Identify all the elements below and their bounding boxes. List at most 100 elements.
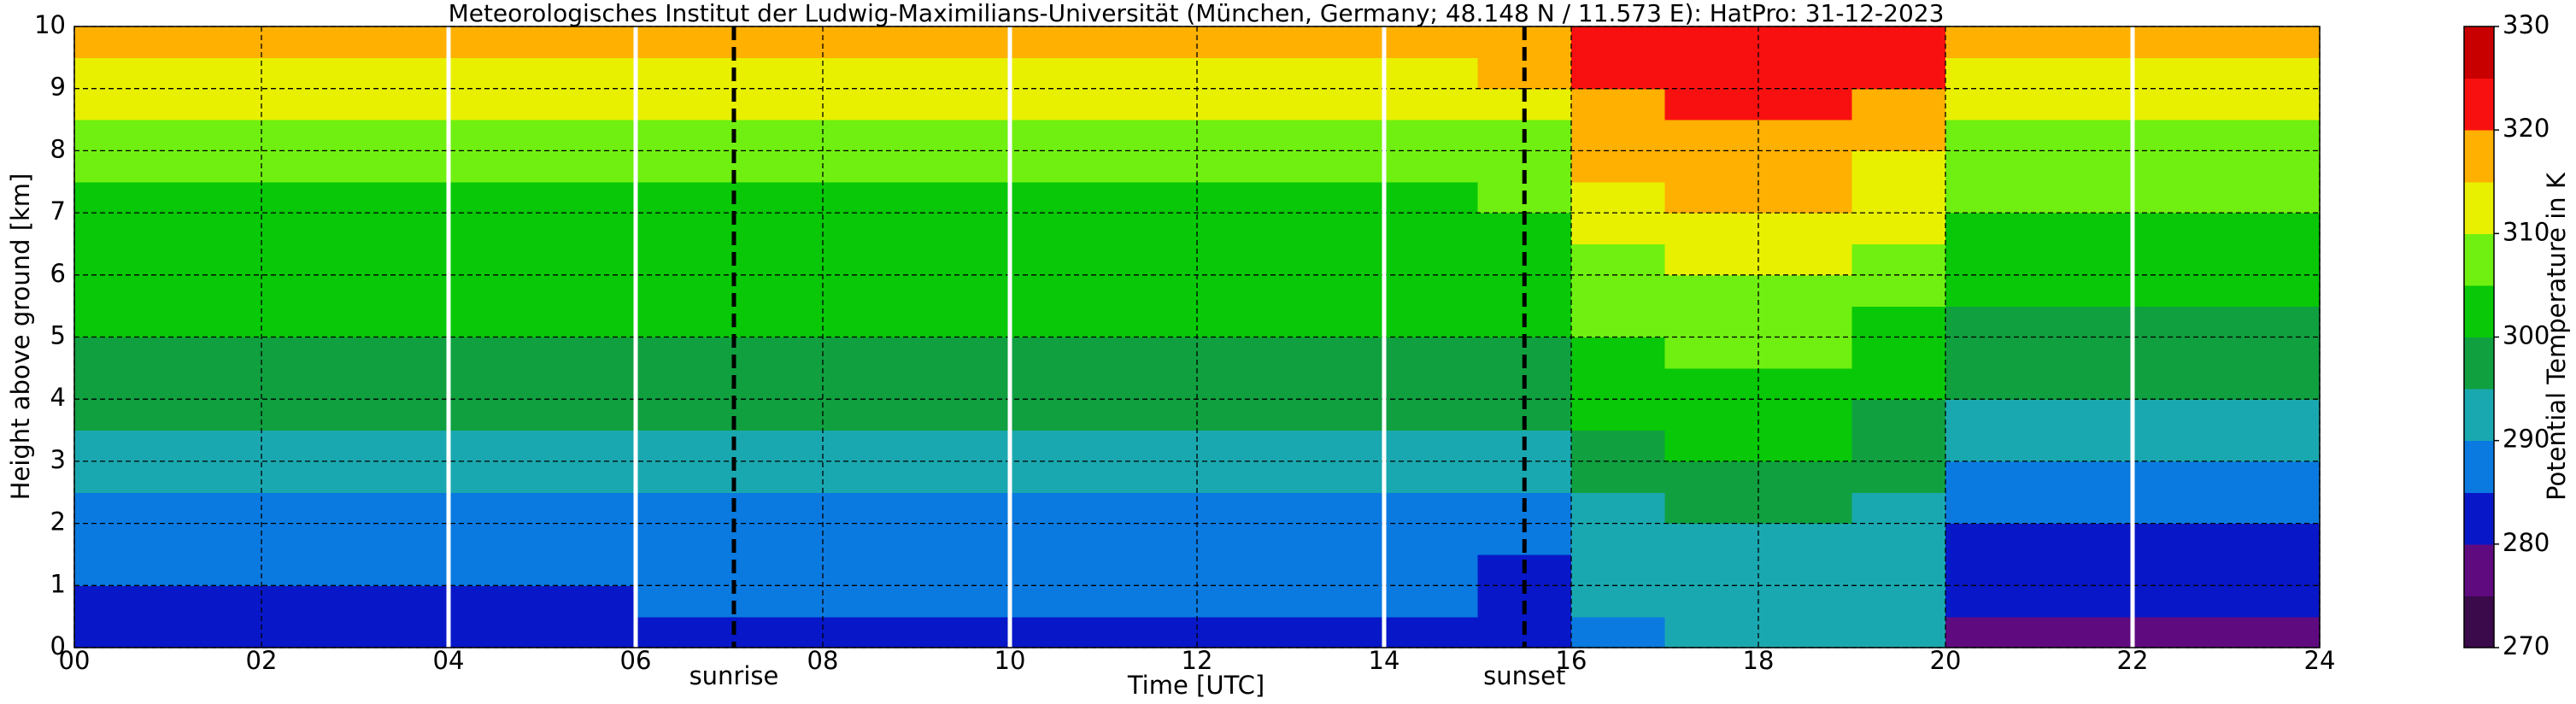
heatmap-cell [823, 181, 918, 214]
heatmap-cell [1290, 88, 1385, 120]
heatmap-cell [74, 367, 169, 400]
heatmap-cell [261, 399, 356, 431]
heatmap-cell [1010, 181, 1105, 214]
heatmap-cell [74, 523, 169, 555]
heatmap-cell [167, 523, 262, 555]
colorbar-tick-label: 310 [2503, 217, 2550, 246]
heatmap-cell [823, 367, 918, 400]
heatmap-cell [74, 306, 169, 338]
heatmap-cell [1103, 120, 1198, 151]
y-tick-label: 10 [34, 10, 66, 39]
heatmap-cell [1384, 399, 1479, 431]
x-tick-label: 02 [246, 646, 278, 675]
heatmap-cell [449, 26, 543, 58]
heatmap-cell [449, 554, 543, 586]
heatmap-cell [2039, 243, 2133, 276]
heatmap-cell [74, 337, 169, 369]
heatmap-cell [2039, 120, 2133, 151]
heatmap-cell [1197, 461, 1292, 493]
heatmap-cell [1197, 181, 1292, 214]
heatmap-cell [1197, 367, 1292, 400]
heatmap-cell [355, 616, 449, 648]
heatmap-cell [542, 181, 637, 214]
heatmap-cell [729, 150, 824, 183]
heatmap-cell [2133, 274, 2227, 307]
heatmap-cell [1384, 120, 1479, 151]
heatmap-cell [823, 243, 918, 276]
heatmap-cell [261, 367, 356, 400]
heatmap-cell [1851, 274, 1946, 307]
heatmap-cell [1758, 337, 1853, 369]
colorbar-tick-label: 300 [2503, 321, 2550, 350]
colorbar-segment [2464, 440, 2494, 493]
heatmap-cell [355, 585, 449, 618]
heatmap-cell [1664, 337, 1759, 369]
heatmap-cell [1758, 616, 1853, 648]
heatmap-cell [729, 306, 824, 338]
heatmap-cell [167, 367, 262, 400]
heatmap-cell [1103, 399, 1198, 431]
y-tick-label: 2 [50, 507, 66, 537]
heatmap-cell [1945, 213, 2040, 245]
y-tick-label: 4 [50, 383, 66, 412]
heatmap-cell [1010, 120, 1105, 151]
heatmap-cell [1664, 430, 1759, 462]
heatmap-cell [729, 243, 824, 276]
heatmap-cell [823, 306, 918, 338]
heatmap-cell [823, 150, 918, 183]
heatmap-cell [1571, 181, 1666, 214]
heatmap-cell [449, 120, 543, 151]
heatmap-cell [2133, 57, 2227, 90]
heatmap-cell [1851, 26, 1946, 58]
heatmap-cell [167, 120, 262, 151]
heatmap-cell [1384, 430, 1479, 462]
heatmap-cell [2039, 523, 2133, 555]
heatmap-cell [1384, 616, 1479, 648]
heatmap-cell [823, 492, 918, 525]
y-tick-label: 8 [50, 134, 66, 163]
heatmap-cell [1103, 306, 1198, 338]
heatmap-cell [1290, 213, 1385, 245]
colorbar-tick-label: 270 [2503, 631, 2550, 660]
heatmap-cell [2039, 306, 2133, 338]
heatmap-cell [2133, 243, 2227, 276]
heatmap-cell [1384, 243, 1479, 276]
heatmap-cell [1010, 616, 1105, 648]
heatmap-cell [1010, 461, 1105, 493]
heatmap-cell [1010, 150, 1105, 183]
heatmap-cell [1197, 554, 1292, 586]
heatmap-cell [916, 213, 1011, 245]
heatmap-cell [1290, 306, 1385, 338]
heatmap-cell [542, 120, 637, 151]
heatmap-cell [1851, 88, 1946, 120]
heatmap-cell [1851, 213, 1946, 245]
heatmap-cell [1851, 585, 1946, 618]
heatmap-cell [636, 150, 731, 183]
heatmap-cell [916, 150, 1011, 183]
heatmap-cell [636, 399, 731, 431]
heatmap-cell [636, 616, 731, 648]
heatmap-cell [1384, 461, 1479, 493]
heatmap-cell [2226, 367, 2321, 400]
heatmap-cell [2039, 585, 2133, 618]
heatmap-cell [449, 461, 543, 493]
heatmap-cell [1851, 57, 1946, 90]
heatmap-cell [1851, 150, 1946, 183]
x-tick-label: 14 [1369, 646, 1400, 675]
heatmap-cell [1664, 243, 1759, 276]
heatmap-cell [1103, 585, 1198, 618]
x-tick-label: 10 [995, 646, 1026, 675]
heatmap-cell [355, 306, 449, 338]
heatmap-cell [261, 120, 356, 151]
y-axis-label: Height above ground [km] [6, 173, 35, 501]
heatmap-cell [167, 181, 262, 214]
heatmap-cell [916, 399, 1011, 431]
heatmap-cell [2226, 399, 2321, 431]
heatmap-cell [355, 57, 449, 90]
heatmap-cell [2039, 57, 2133, 90]
heatmap-cell [2133, 26, 2227, 58]
heatmap-cell [167, 88, 262, 120]
heatmap-cell [1664, 26, 1759, 58]
heatmap-cell [542, 88, 637, 120]
